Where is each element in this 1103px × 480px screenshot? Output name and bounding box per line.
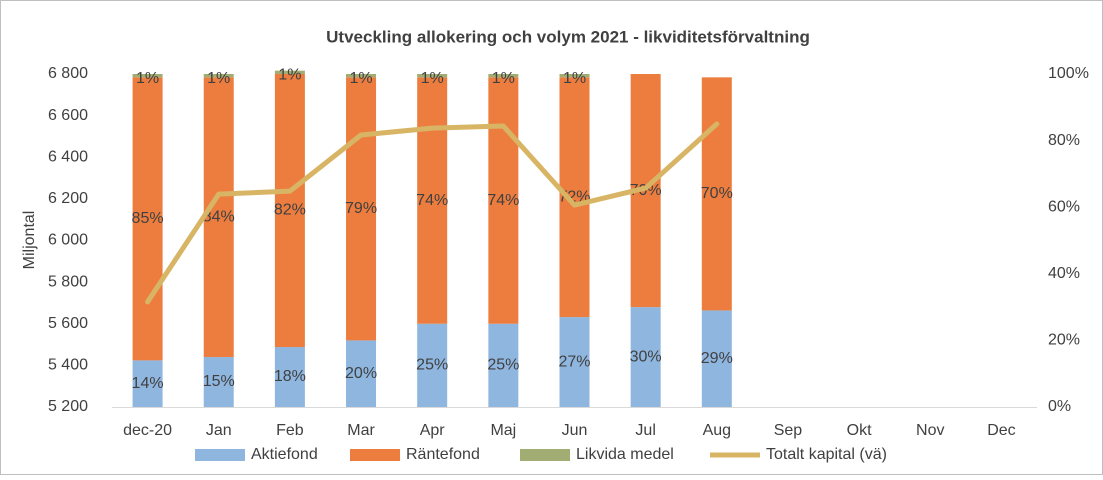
data-label: 1% (563, 70, 586, 87)
bar-segment (203, 357, 234, 407)
bar-segment (346, 74, 377, 78)
bar-segment (417, 323, 448, 407)
y-tick-label: 6 200 (48, 190, 88, 207)
bar-segment (559, 74, 590, 78)
y-tick-label: 6 400 (48, 148, 88, 165)
legend-swatch (520, 449, 570, 461)
data-label: 1% (136, 70, 159, 87)
chart-title: Utveckling allokering och volym 2021 - l… (326, 27, 810, 46)
y2-tick-label: 0% (1048, 398, 1071, 415)
y-tick-label: 6 600 (48, 107, 88, 124)
y-axis-label: Miljontal (21, 211, 38, 270)
x-tick-label: Okt (847, 422, 872, 439)
y2-tick-label: 100% (1048, 65, 1089, 82)
data-label: 1% (421, 70, 444, 87)
data-label: 30% (630, 348, 662, 365)
data-label: 1% (492, 70, 515, 87)
data-label: 1% (278, 67, 301, 84)
data-label: 74% (416, 192, 448, 209)
legend-label: Räntefond (406, 446, 480, 463)
data-label: 25% (487, 357, 519, 374)
data-label: 27% (558, 353, 590, 370)
bar-segment (417, 74, 448, 78)
x-tick-label: Feb (276, 422, 304, 439)
bar-segment (274, 70, 305, 74)
bar-segment (132, 360, 163, 407)
data-label: 29% (701, 350, 733, 367)
data-label: 14% (132, 375, 164, 392)
y-tick-label: 5 200 (48, 398, 88, 415)
y-tick-label: 5 400 (48, 357, 88, 374)
x-tick-label: Maj (490, 422, 516, 439)
x-tick-label: Dec (987, 422, 1015, 439)
x-tick-label: Jul (635, 422, 655, 439)
x-tick-label: Mar (347, 422, 375, 439)
x-tick-label: Apr (420, 422, 446, 439)
line-series (145, 121, 720, 305)
data-label: 79% (345, 200, 377, 217)
data-label: 25% (416, 357, 448, 374)
y2-tick-label: 60% (1048, 198, 1080, 215)
x-tick-label: Nov (916, 422, 944, 439)
data-label: 74% (487, 192, 519, 209)
legend-label: Totalt kapital (vä) (766, 446, 887, 463)
bar-segment (203, 74, 234, 78)
bar-segment (701, 310, 732, 407)
y-tick-label: 6 800 (48, 65, 88, 82)
bar-segment (274, 74, 305, 348)
bar-segment (630, 307, 661, 407)
bar-segment (488, 323, 519, 407)
legend-label: Likvida medel (576, 446, 674, 463)
legend-swatch (350, 449, 400, 461)
bar-segment (203, 77, 234, 358)
data-label: 85% (132, 210, 164, 227)
bar-segment (346, 77, 377, 341)
data-label: 82% (274, 202, 306, 219)
bar-segment (274, 347, 305, 407)
bar-segment (559, 317, 590, 407)
x-tick-label: Sep (774, 422, 803, 439)
x-tick-label: Jan (206, 422, 232, 439)
data-label: 15% (203, 373, 235, 390)
bar-segment (488, 77, 519, 324)
y-tick-label: 6 000 (48, 232, 88, 249)
data-label: 70% (701, 185, 733, 202)
legend-swatch (195, 449, 245, 461)
y2-tick-label: 20% (1048, 332, 1080, 349)
x-tick-label: Jun (562, 422, 588, 439)
x-tick-label: Aug (703, 422, 731, 439)
x-tick-label: dec-20 (123, 422, 172, 439)
bar-segment (132, 74, 163, 78)
data-label: 18% (274, 368, 306, 385)
data-label: 84% (203, 208, 235, 225)
bar-segment (417, 77, 448, 324)
data-label: 20% (345, 365, 377, 382)
y-tick-label: 5 800 (48, 273, 88, 290)
y-tick-label: 5 600 (48, 315, 88, 332)
bar-segment (488, 74, 519, 78)
bar-segment (701, 77, 732, 311)
y2-tick-label: 80% (1048, 132, 1080, 149)
data-label: 1% (349, 70, 372, 87)
y2-tick-label: 40% (1048, 265, 1080, 282)
data-label: 1% (207, 70, 230, 87)
bar-segment (132, 77, 163, 361)
bar-segment (346, 340, 377, 407)
legend-label: Aktiefond (251, 446, 318, 463)
